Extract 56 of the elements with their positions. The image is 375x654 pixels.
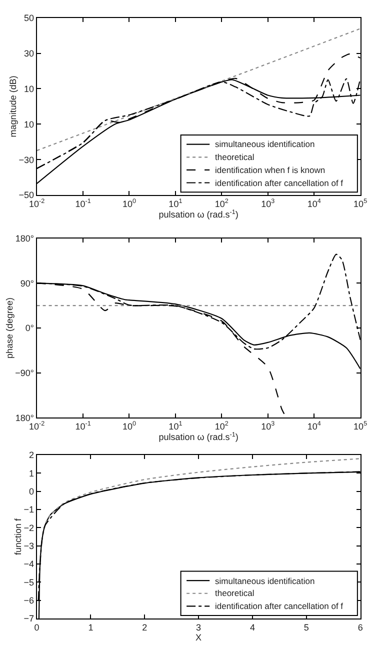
x-tick-label: 10$^{-2}$ xyxy=(28,198,46,209)
legend-label: theoretical xyxy=(215,588,254,598)
y-tick-label: −90° xyxy=(15,368,34,378)
x-tick-label: 10$^{3}$ xyxy=(261,198,276,209)
x-axis-title: X xyxy=(196,632,202,642)
x-tick-label: 10$^{-2}$ xyxy=(28,420,46,432)
x-tick-label: 10$^{4}$ xyxy=(307,198,322,209)
y-tick-label: 10 xyxy=(24,84,34,94)
x-axis-title: pulsation ω (rad.s$^{-1}$) xyxy=(158,208,238,220)
y-tick-label: 180° xyxy=(15,412,34,423)
x-tick-label: 10$^{-1}$ xyxy=(75,198,92,209)
y-axis-title: phase (degree) xyxy=(4,297,14,359)
x-tick-label: 10$^{2}$ xyxy=(214,198,229,209)
x-tick-label: 1 xyxy=(88,622,94,632)
y-tick-label: 0° xyxy=(25,323,34,334)
x-tick-label: 10$^{5}$ xyxy=(354,198,368,209)
x-tick-label: 10$^{2}$ xyxy=(214,420,229,432)
y-tick-label: 1 xyxy=(28,468,34,478)
y-tick-label: 30 xyxy=(24,48,34,58)
x-tick-label: 3 xyxy=(196,622,202,632)
x-tick-label: 10$^{1}$ xyxy=(168,198,183,209)
y-tick-label: −50 xyxy=(18,190,34,200)
x-tick-label: 4 xyxy=(250,622,255,632)
y-tick-label: 10 xyxy=(24,119,34,130)
legend-label: simultaneous identification xyxy=(215,139,315,149)
y-tick-label: −2 xyxy=(24,522,34,533)
y-tick-label: 180° xyxy=(15,234,34,244)
y-tick-label: 50 xyxy=(24,12,34,23)
x-tick-label: 10$^{0}$ xyxy=(122,420,136,432)
y-tick-label: 2 xyxy=(28,450,34,460)
y-tick-label: −3 xyxy=(24,540,34,551)
x-tick-label: 10$^{4}$ xyxy=(307,420,322,432)
legend-label: simultaneous identification xyxy=(215,576,315,586)
legend-label: identification after cancellation of f xyxy=(215,178,344,188)
x-tick-label: 10$^{1}$ xyxy=(168,420,183,432)
y-tick-label: −7 xyxy=(24,614,34,624)
y-tick-label: 90° xyxy=(20,278,34,288)
y-tick-label: −6 xyxy=(24,595,34,606)
x-tick-label: 10$^{0}$ xyxy=(122,198,136,209)
x-tick-label: 2 xyxy=(142,622,148,632)
y-tick-label: −4 xyxy=(24,559,34,570)
x-tick-label: 10$^{3}$ xyxy=(261,420,276,432)
x-tick-label: 10$^{-1}$ xyxy=(75,420,92,432)
legend-label: identification after cancellation of f xyxy=(215,601,344,611)
x-axis-title: pulsation ω (rad.s$^{-1}$) xyxy=(158,431,238,442)
x-tick-label: 10$^{5}$ xyxy=(354,420,368,432)
y-axis-title: magnitude (dB) xyxy=(8,76,18,138)
x-tick-label: 6 xyxy=(358,622,363,632)
y-tick-label: −1 xyxy=(24,504,34,515)
legend-label: theoretical xyxy=(215,152,254,162)
y-tick-label: −30 xyxy=(18,154,34,165)
x-tick-label: 5 xyxy=(304,622,309,632)
y-axis-title: function f xyxy=(13,518,24,556)
legend-label: identification when f is known xyxy=(215,165,326,175)
y-tick-label: 0 xyxy=(28,486,34,496)
y-tick-label: −5 xyxy=(24,577,34,588)
